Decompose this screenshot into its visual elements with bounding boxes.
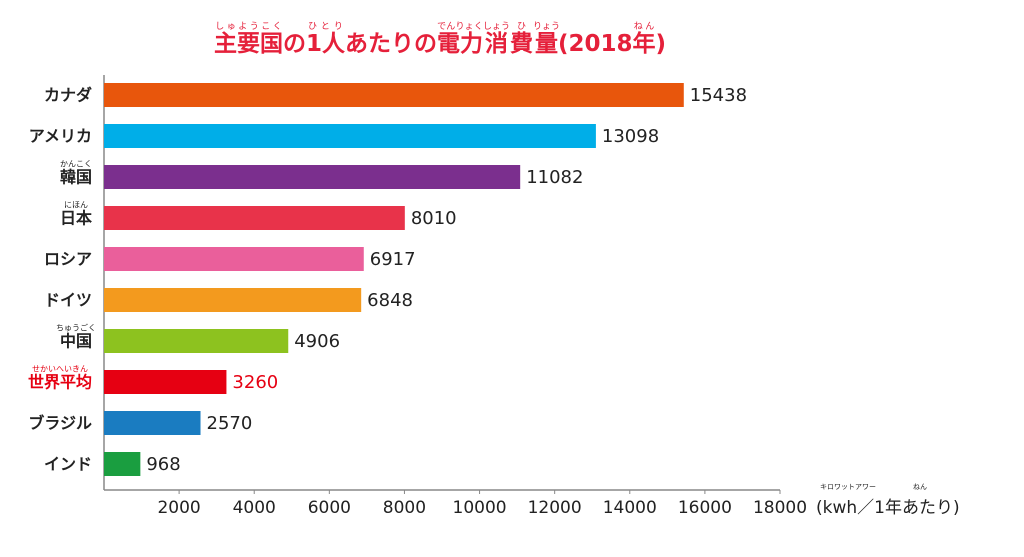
title-text: ) xyxy=(655,31,667,57)
title-ruby-group: 年ねん xyxy=(632,22,656,57)
value-label: 6917 xyxy=(370,249,416,270)
category-label: 韓国 xyxy=(60,168,92,187)
title-ruby: しゅようこく xyxy=(213,22,283,32)
x-tick-label: 18000 xyxy=(753,498,807,518)
title-ruby-group: 消しょう xyxy=(482,22,510,57)
title-text: 消 xyxy=(482,31,510,57)
bar xyxy=(104,247,364,271)
category-label: ドイツ xyxy=(44,291,92,310)
bar xyxy=(104,452,141,476)
title-text: (2018 xyxy=(557,31,633,57)
title-ruby-group: 量りょう xyxy=(532,22,560,57)
category-label: ブラジル xyxy=(28,414,92,433)
title-ruby: でんりょく xyxy=(436,22,483,32)
title-ruby-group: 電力でんりょく xyxy=(436,22,483,57)
category-label: 日本 xyxy=(60,209,92,228)
value-label: 6848 xyxy=(367,290,413,311)
category-label: カナダ xyxy=(44,86,92,105)
title-ruby-group: 主要国しゅようこく xyxy=(213,22,283,57)
category-ruby: にほん xyxy=(64,201,88,210)
value-label: 13098 xyxy=(602,126,659,147)
title-ruby: しょう xyxy=(482,22,510,32)
value-label: 3260 xyxy=(232,372,278,393)
bar xyxy=(104,83,684,107)
x-tick-label: 16000 xyxy=(678,498,732,518)
x-tick-label: 14000 xyxy=(603,498,657,518)
bar xyxy=(104,411,201,435)
title-ruby: りょう xyxy=(532,22,560,32)
title-ruby: ひ xyxy=(509,22,533,32)
bar xyxy=(104,124,596,148)
value-label: 11082 xyxy=(526,167,583,188)
x-tick-label: 6000 xyxy=(308,498,351,518)
title-text: の xyxy=(282,31,306,57)
x-tick-label: 2000 xyxy=(157,498,200,518)
bar xyxy=(104,165,521,189)
bar xyxy=(104,370,227,394)
value-label: 2570 xyxy=(207,413,253,434)
title-ruby: ねん xyxy=(632,22,656,32)
chart-title: 主要国しゅようこくの1人ひとりあたりの電力でんりょく消しょう費ひ量りょう(201… xyxy=(0,22,880,58)
value-label: 8010 xyxy=(411,208,457,229)
value-label: 968 xyxy=(146,454,180,475)
category-label: 中国 xyxy=(60,332,92,351)
bar xyxy=(104,329,289,353)
x-tick-label: 8000 xyxy=(383,498,426,518)
category-label: 世界平均 xyxy=(28,373,92,392)
category-ruby: せかいへいきん xyxy=(32,365,88,374)
bar xyxy=(104,206,405,230)
x-axis-label: (kwh／1年あたり) xyxy=(816,498,960,518)
title-ruby: ひとり xyxy=(305,22,345,32)
title-text: 年 xyxy=(632,31,656,57)
x-tick-label: 10000 xyxy=(453,498,507,518)
category-ruby: かんこく xyxy=(60,160,92,169)
x-tick-label: 12000 xyxy=(528,498,582,518)
title-text: 電力 xyxy=(436,31,483,57)
category-label: ロシア xyxy=(44,250,92,269)
title-text: 費 xyxy=(509,31,533,57)
x-label-ruby: キロワットアワー xyxy=(820,483,876,491)
category-label: アメリカ xyxy=(29,127,92,146)
category-ruby: ちゅうごく xyxy=(56,323,96,333)
title-text: 量 xyxy=(532,31,560,57)
title-text: 主要国 xyxy=(213,31,283,57)
bar xyxy=(104,288,362,312)
title-ruby-group: 費ひ xyxy=(509,22,533,57)
title-text: 1人 xyxy=(305,31,345,57)
title-ruby-group: 1人ひとり xyxy=(305,22,345,57)
value-label: 4906 xyxy=(294,331,340,352)
title-text: あたりの xyxy=(344,31,437,57)
x-tick-label: 4000 xyxy=(233,498,276,518)
value-label: 15438 xyxy=(690,85,747,106)
category-label: インド xyxy=(44,455,92,474)
x-label-ruby: ねん xyxy=(913,483,927,491)
